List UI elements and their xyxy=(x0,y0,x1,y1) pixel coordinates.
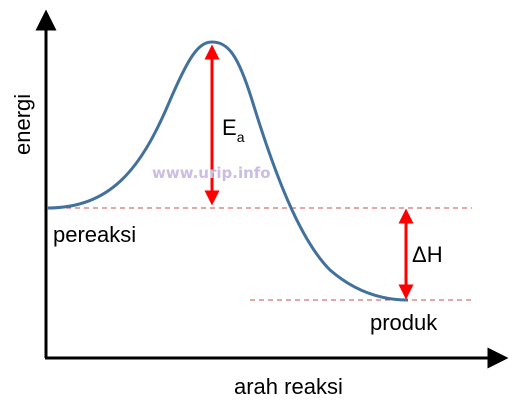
x-axis-label: arah reaksi xyxy=(234,374,343,399)
energy-curve xyxy=(46,40,409,302)
activation-energy-label: Ea xyxy=(222,115,245,145)
y-axis-label: energi xyxy=(10,94,35,155)
enthalpy-change-label: ΔH xyxy=(412,242,443,267)
activation-energy-main: E xyxy=(222,115,237,140)
reactant-label: pereaksi xyxy=(53,222,136,247)
watermark-text: www.urip.info xyxy=(152,164,271,182)
product-label: produk xyxy=(370,310,438,335)
activation-energy-subscript: a xyxy=(237,129,245,145)
